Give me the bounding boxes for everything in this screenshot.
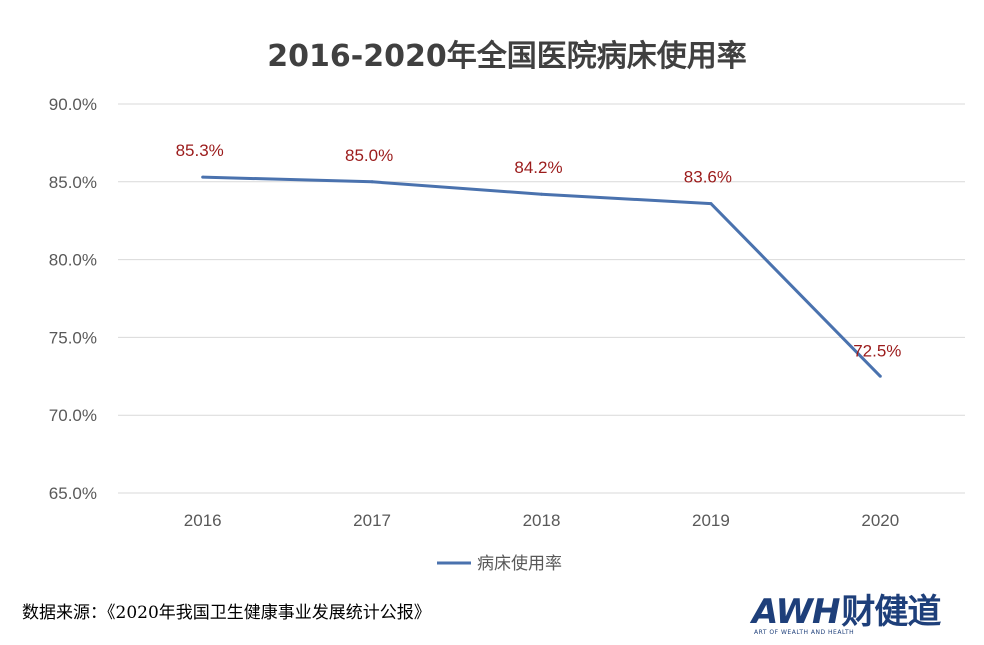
logo-latin: AWH: [752, 592, 840, 632]
data-label: 84.2%: [514, 158, 562, 177]
x-axis-ticks: 2016 2017 2018 2019 2020: [184, 511, 899, 530]
data-source-note: 数据来源：《2020年我国卫生健康事业发展统计公报》: [22, 598, 431, 623]
series-layer: [201, 175, 882, 378]
data-point: [201, 175, 205, 179]
data-label: 85.3%: [176, 141, 224, 160]
data-label: 85.0%: [345, 146, 393, 165]
data-label: 83.6%: [684, 168, 732, 187]
series-line: [202, 175, 882, 378]
brand-logo: AWH财健道 ART OF WEALTH AND HEALTH: [752, 592, 962, 640]
line-chart: 2016-2020年全国医院病床使用率 65.0% 70.0% 75.0% 80.0%…: [49, 39, 965, 574]
gridlines: [118, 103, 965, 494]
logo-wordmark: AWH财健道: [752, 592, 941, 632]
x-tick-label: 2019: [692, 511, 730, 530]
legend-label: 病床使用率: [477, 553, 562, 574]
data-label: 72.5%: [853, 341, 901, 360]
source-label: 数据来源：: [22, 603, 107, 623]
y-tick-label: 85.0%: [49, 173, 97, 192]
logo-chinese: 财健道: [841, 592, 941, 632]
source-text: 《2020年我国卫生健康事业发展统计公报》: [107, 603, 431, 623]
y-tick-label: 80.0%: [49, 251, 97, 270]
legend: 病床使用率: [437, 553, 562, 574]
data-point: [370, 180, 374, 184]
x-tick-label: 2016: [184, 511, 222, 530]
y-tick-label: 70.0%: [49, 406, 97, 425]
data-point: [878, 374, 882, 378]
data-point: [709, 202, 713, 206]
x-tick-label: 2020: [861, 511, 899, 530]
y-tick-label: 75.0%: [49, 328, 97, 347]
data-labels: 85.3% 85.0% 84.2% 83.6% 72.5%: [176, 141, 902, 360]
chart-title: 2016-2020年全国医院病床使用率: [267, 39, 746, 74]
x-tick-label: 2017: [353, 511, 391, 530]
x-tick-label: 2018: [523, 511, 561, 530]
data-point: [540, 192, 543, 196]
y-axis-ticks: 65.0% 70.0% 75.0% 80.0% 85.0% 90.0%: [49, 95, 97, 503]
y-tick-label: 65.0%: [49, 484, 97, 503]
logo-tagline: ART OF WEALTH AND HEALTH: [754, 629, 855, 636]
y-tick-label: 90.0%: [49, 95, 97, 114]
